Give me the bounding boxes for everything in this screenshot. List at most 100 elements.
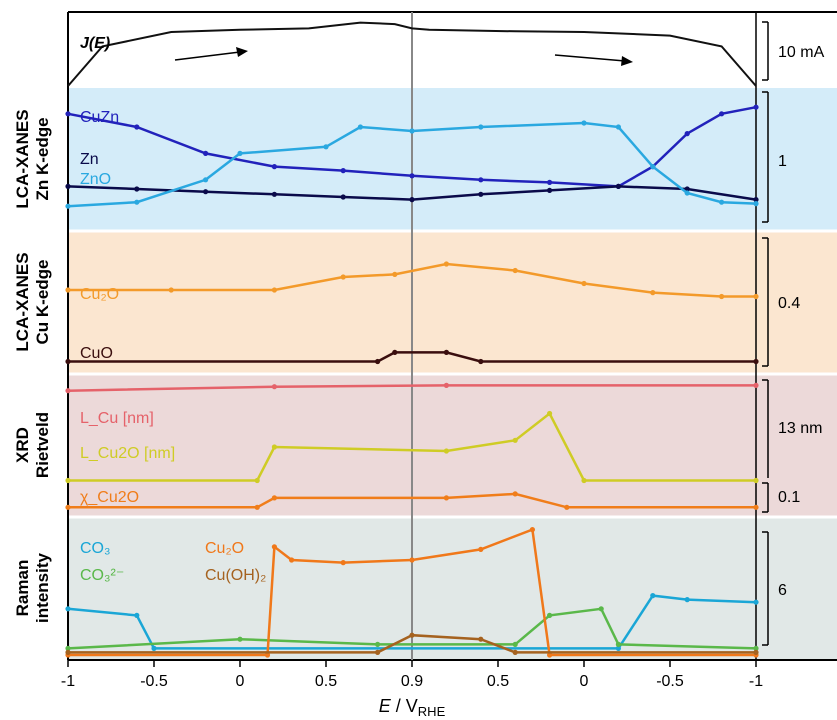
data-point-zn-1-1 xyxy=(134,124,140,130)
data-point-zn-2-5 xyxy=(409,197,415,203)
data-point-cu-4-6 xyxy=(512,267,518,274)
label-zn-line1: LCA-XANES xyxy=(13,109,32,208)
data-point-raman-9-3 xyxy=(615,645,622,652)
data-point-xrd-6-0 xyxy=(65,388,71,394)
legend-co3-2minus: CO₃²⁻ xyxy=(80,567,124,584)
data-point-xrd-8-4 xyxy=(512,491,518,497)
scalebar-xrd-top-label: 13 nm xyxy=(778,420,822,437)
data-point-xrd-8-5 xyxy=(564,504,570,510)
x-tick-label-7: -0.5 xyxy=(656,673,684,690)
series-line-raman-12 xyxy=(68,633,756,654)
data-point-raman-11-8 xyxy=(547,652,553,658)
x-axis-ticks: -1 -0.5 0 0.5 0.9 0.5 0 -0.5 -1 xyxy=(61,660,763,690)
data-point-zn-3-3 xyxy=(237,150,243,156)
data-point-cu-5-0 xyxy=(65,358,71,365)
data-point-cu-5-2 xyxy=(392,349,398,355)
data-point-cu-4-3 xyxy=(340,274,346,280)
scalebar-raman xyxy=(762,531,769,646)
legend-chi-cu2o: χ_Cu2O xyxy=(80,489,139,506)
data-point-raman-11-4 xyxy=(340,560,346,566)
data-point-raman-11-2 xyxy=(271,544,277,550)
x-axis-title-e: E xyxy=(379,696,392,716)
panel-xrd-background xyxy=(68,374,837,517)
data-point-raman-10-7 xyxy=(753,645,759,652)
series-layer xyxy=(65,21,759,658)
data-point-zn-3-13 xyxy=(753,201,759,207)
data-point-cu-5-3 xyxy=(443,349,449,355)
data-point-xrd-8-0 xyxy=(65,504,71,510)
data-point-zn-2-8 xyxy=(615,183,622,189)
series-line-je-0 xyxy=(67,21,757,87)
data-point-raman-11-5 xyxy=(409,557,415,563)
x-axis-title-v: V xyxy=(406,696,418,716)
legend-cuoh2: Cu(OH)₂ xyxy=(205,567,266,584)
label-cu-line2: Cu K-edge xyxy=(33,260,52,345)
label-raman-panel: Raman intensity xyxy=(13,553,52,623)
data-point-zn-3-8 xyxy=(581,120,587,126)
data-point-zn-3-2 xyxy=(203,177,209,183)
data-point-xrd-7-3 xyxy=(443,448,449,454)
data-point-zn-3-5 xyxy=(357,124,363,130)
data-point-cu-4-1 xyxy=(168,287,174,293)
series-line-xrd-7 xyxy=(68,411,756,482)
data-point-xrd-6-1 xyxy=(271,384,277,390)
data-point-xrd-6-3 xyxy=(753,382,759,388)
data-point-zn-2-4 xyxy=(340,194,346,200)
data-point-cu-4-4 xyxy=(392,271,398,277)
data-point-raman-12-5 xyxy=(753,649,759,656)
scalebar-zn xyxy=(762,91,769,223)
legend-co3: CO₃ xyxy=(80,540,111,557)
legend-cuo: CuO xyxy=(80,345,113,362)
data-point-xrd-7-4 xyxy=(512,437,518,443)
label-cu-panel: LCA-XANES Cu K-edge xyxy=(13,252,52,351)
x-tick-label-8: -1 xyxy=(749,673,763,690)
label-raman-line1: Raman xyxy=(13,560,32,617)
x-tick-label-4: 0.9 xyxy=(401,673,423,690)
data-point-cu-4-7 xyxy=(581,280,587,287)
data-point-zn-1-4 xyxy=(340,168,346,174)
series-line-raman-10 xyxy=(67,607,757,650)
data-point-zn-3-12 xyxy=(719,199,725,205)
series-line-xrd-6 xyxy=(67,384,756,392)
data-point-cu-4-5 xyxy=(443,261,449,267)
data-point-raman-9-1 xyxy=(134,612,140,619)
sweep-arrow-reverse xyxy=(554,54,633,66)
x-tick-label-0: -1 xyxy=(61,673,75,690)
data-point-zn-1-2 xyxy=(203,150,209,156)
data-point-zn-2-6 xyxy=(478,191,484,197)
x-tick-label-5: 0.5 xyxy=(487,673,509,690)
scalebar-zn-label: 1 xyxy=(778,153,787,170)
scalebar-xrd-bottom xyxy=(762,482,769,513)
data-point-raman-11-6 xyxy=(478,546,484,553)
data-point-zn-1-12 xyxy=(753,104,759,110)
data-point-zn-2-7 xyxy=(547,187,553,193)
panel-zn-background xyxy=(68,88,837,231)
data-point-raman-11-1 xyxy=(264,652,271,658)
label-zn-line2: Zn K-edge xyxy=(33,117,52,200)
legend-lcu: L_Cu [nm] xyxy=(80,410,154,427)
data-point-xrd-7-6 xyxy=(581,477,587,484)
data-point-cu-5-4 xyxy=(478,358,484,365)
data-point-raman-9-2 xyxy=(151,645,157,652)
data-point-zn-2-9 xyxy=(684,186,690,192)
data-point-zn-3-7 xyxy=(478,124,484,130)
data-point-raman-9-4 xyxy=(650,593,656,599)
panel-cu-background xyxy=(68,231,837,374)
data-point-zn-2-10 xyxy=(753,197,759,203)
x-axis-title-sep: / xyxy=(391,696,406,716)
legend-cu2o-raman: Cu₂O xyxy=(205,540,244,557)
label-xrd-line1: XRD xyxy=(13,427,32,463)
data-point-cu-4-9 xyxy=(719,293,725,300)
data-point-raman-12-2 xyxy=(409,632,415,638)
data-point-xrd-8-2 xyxy=(271,495,277,501)
data-point-zn-1-7 xyxy=(547,179,553,185)
data-point-zn-1-0 xyxy=(65,111,71,117)
data-point-zn-3-6 xyxy=(409,128,415,134)
legend-zn: Zn xyxy=(80,151,99,168)
data-point-cu-5-5 xyxy=(753,358,759,365)
data-point-zn-2-2 xyxy=(203,189,209,195)
data-point-cu-5-1 xyxy=(375,358,381,365)
scalebar-je-label: 10 mA xyxy=(778,44,825,61)
data-point-raman-12-0 xyxy=(65,649,71,656)
